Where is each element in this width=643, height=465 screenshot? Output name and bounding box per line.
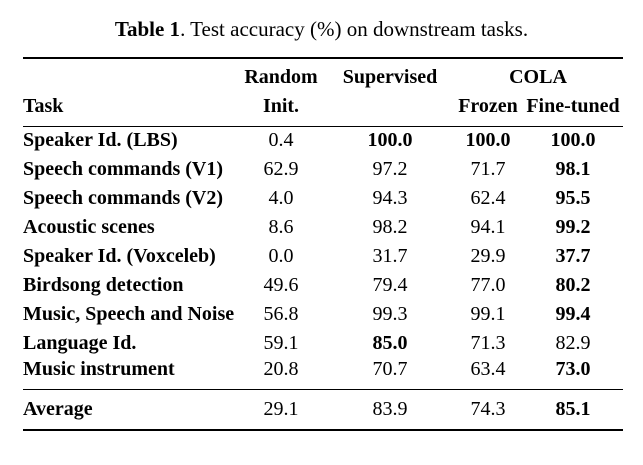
- value-cell: 63.4: [470, 358, 506, 380]
- header-supervised: Supervised: [342, 66, 438, 88]
- task-cell: Speaker Id. (Voxceleb): [23, 245, 216, 267]
- table-row: Birdsong detection 49.6 79.4 77.0 80.2: [23, 271, 623, 300]
- table-row: Speaker Id. (Voxceleb) 0.0 31.7 29.9 37.…: [23, 242, 623, 271]
- header-spacer: [23, 58, 235, 90]
- value-cell: 99.2: [555, 216, 591, 238]
- task-cell: Acoustic scenes: [23, 216, 155, 238]
- table-header: Random Supervised COLA Task Init. Frozen…: [23, 58, 624, 127]
- task-cell: Birdsong detection: [23, 274, 184, 296]
- value-cell: 100.0: [465, 129, 511, 152]
- results-table: Random Supervised COLA Task Init. Frozen…: [23, 57, 624, 431]
- value-cell: 99.1: [470, 303, 506, 325]
- table-caption: Table 1. Test accuracy (%) on downstream…: [0, 16, 643, 42]
- header-random-line2: Init.: [235, 90, 327, 127]
- value-cell: 80.2: [555, 274, 591, 296]
- table-body: Speaker Id. (LBS) 0.4 100.0 100.0 100.0 …: [23, 126, 623, 390]
- value-cell: 37.7: [555, 245, 591, 267]
- value-cell: 56.8: [263, 303, 299, 325]
- average-row: Average 29.1 83.9 74.3 85.1: [23, 389, 624, 431]
- value-cell: 0.4: [268, 129, 294, 152]
- header-cola-group: COLA: [509, 66, 567, 88]
- task-cell: Music instrument: [23, 358, 175, 380]
- table-row: Music instrument 20.8 70.7 63.4 73.0: [23, 358, 623, 390]
- value-cell: 20.8: [263, 358, 299, 380]
- value-cell: 62.4: [470, 187, 506, 209]
- table-row: Speech commands (V1) 62.9 97.2 71.7 98.1: [23, 155, 623, 184]
- header-supervised-spacer: [327, 90, 453, 127]
- task-cell: Language Id.: [23, 332, 137, 354]
- value-cell: 59.1: [263, 332, 299, 354]
- table-row: Speech commands (V2) 4.0 94.3 62.4 95.5: [23, 184, 623, 213]
- value-cell: 99.4: [555, 303, 591, 325]
- header-task: Task: [23, 90, 235, 127]
- value-cell: 100.0: [550, 129, 596, 152]
- value-cell: 98.1: [555, 158, 591, 180]
- table-caption-label: Table 1: [114, 17, 181, 41]
- value-cell: 94.1: [470, 216, 506, 238]
- value-cell: 98.2: [372, 216, 408, 238]
- average-label-cell: Average: [23, 389, 235, 431]
- value-cell: 73.0: [555, 358, 591, 380]
- table-row: Acoustic scenes 8.6 98.2 94.1 99.2: [23, 213, 623, 242]
- task-cell: Music, Speech and Noise: [23, 303, 235, 325]
- value-cell: 85.1: [523, 389, 624, 431]
- value-cell: 100.0: [367, 129, 413, 152]
- value-cell: 62.9: [263, 158, 299, 180]
- value-cell: 79.4: [372, 274, 408, 296]
- task-cell: Speaker Id. (LBS): [23, 129, 178, 152]
- value-cell: 71.3: [470, 332, 506, 354]
- task-cell: Speech commands (V1): [23, 158, 223, 180]
- value-cell: 99.3: [372, 303, 408, 325]
- table-footer: Average 29.1 83.9 74.3 85.1: [23, 389, 624, 431]
- table-row: Speaker Id. (LBS) 0.4 100.0 100.0 100.0: [23, 126, 623, 155]
- value-cell: 0.0: [268, 245, 294, 267]
- table-caption-text: . Test accuracy (%) on downstream tasks.: [180, 17, 529, 41]
- value-cell: 74.3: [453, 389, 523, 431]
- value-cell: 29.9: [470, 245, 506, 267]
- value-cell: 29.1: [235, 389, 327, 431]
- task-cell: Speech commands (V2): [23, 187, 223, 209]
- value-cell: 94.3: [372, 187, 408, 209]
- value-cell: 95.5: [555, 187, 591, 209]
- table-row: Language Id. 59.1 85.0 71.3 82.9: [23, 329, 623, 358]
- value-cell: 85.0: [372, 332, 408, 354]
- header-random-line1: Random: [244, 66, 318, 88]
- value-cell: 82.9: [555, 332, 591, 354]
- value-cell: 49.6: [263, 274, 299, 296]
- value-cell: 97.2: [372, 158, 408, 180]
- table-row: Music, Speech and Noise 56.8 99.3 99.1 9…: [23, 300, 623, 329]
- value-cell: 70.7: [372, 358, 408, 380]
- value-cell: 71.7: [470, 158, 506, 180]
- value-cell: 77.0: [470, 274, 506, 296]
- value-cell: 83.9: [327, 389, 453, 431]
- header-row-1: Random Supervised COLA: [23, 58, 623, 90]
- value-cell: 8.6: [268, 216, 294, 238]
- header-cola-finetuned: Fine-tuned: [523, 90, 624, 127]
- header-cola-frozen: Frozen: [453, 90, 523, 127]
- header-row-2: Task Init. Frozen Fine-tuned: [23, 90, 624, 127]
- value-cell: 31.7: [372, 245, 408, 267]
- value-cell: 4.0: [268, 187, 294, 209]
